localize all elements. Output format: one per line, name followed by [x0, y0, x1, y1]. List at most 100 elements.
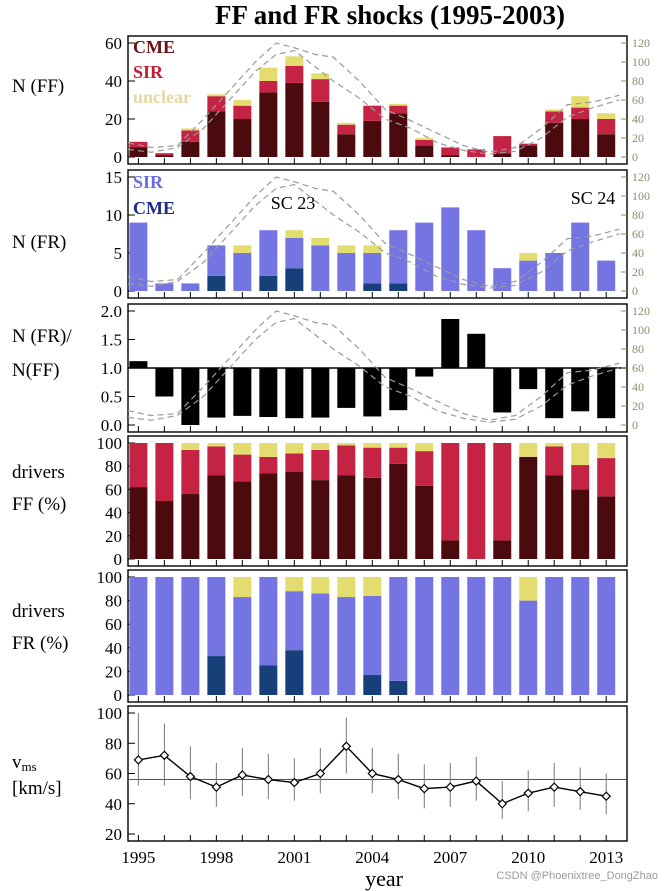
y-tick-label: 10: [105, 206, 122, 225]
bar-cme-2005: [389, 680, 408, 695]
bar-unclear-2013: [597, 113, 616, 119]
y-label-driversfr-2: FR (%): [12, 633, 68, 654]
bar-cme-2001: [285, 472, 304, 559]
bar-sir-2008: [467, 577, 486, 695]
panel-5: 0 20 40 60 80 100 drivers FR (%): [12, 568, 628, 705]
bar-sir-2007: [441, 577, 460, 695]
legend-CME: CME: [133, 37, 175, 57]
y-tick-label: 1.0: [101, 359, 122, 378]
y-tick-label: 60: [105, 765, 122, 784]
y-tick-label: 100: [97, 434, 123, 453]
bar-sir-1997: [181, 449, 200, 495]
bar-unclear-1998: [207, 443, 226, 447]
bar-sir-1999: [233, 105, 252, 119]
ratio-bar-2012: [571, 368, 590, 412]
sunspot-curve-lower: [127, 317, 620, 423]
bar-cme-2013: [597, 496, 616, 559]
bar-sir-1997: [181, 130, 200, 142]
vms-point-2007: [445, 782, 456, 792]
bar-sir-2005: [389, 230, 408, 284]
ratio-bar-2008: [467, 333, 486, 368]
bar-sir-2013: [597, 260, 616, 291]
bar-sir-2004: [363, 595, 382, 675]
y-tick-label: 100: [97, 568, 123, 587]
ratio-bar-2001: [285, 368, 304, 419]
vms-point-2003: [341, 741, 352, 752]
y-tick-label: 40: [105, 639, 122, 658]
bar-sir-1995: [129, 443, 148, 488]
bar-sir-2002: [311, 449, 330, 481]
bar-sir-2007: [441, 207, 460, 291]
bar-unclear-2001: [285, 577, 304, 592]
bar-cme-2001: [285, 268, 304, 291]
bar-unclear-2001: [285, 443, 304, 454]
ratio-bar-2013: [597, 368, 616, 419]
y-tick-label: 0: [114, 148, 123, 167]
y-tick-label: 0.0: [101, 416, 122, 435]
right-tick-label: 40: [632, 246, 644, 260]
x-tick-label-2010: 2010: [511, 848, 545, 867]
legend-unclear: unclear: [133, 87, 191, 107]
bar-cme-2005: [389, 463, 408, 559]
bar-sir-1995: [129, 222, 148, 291]
y-label-driversff-2: FF (%): [12, 494, 66, 515]
panel-4: 0 20 40 60 80 100 drivers FF (%): [12, 434, 628, 569]
x-tick-label-1998: 1998: [199, 848, 233, 867]
bar-unclear-2001: [285, 230, 304, 238]
bar-cme-2004: [363, 283, 382, 291]
bar-cme-2004: [363, 674, 382, 695]
bar-sir-2000: [259, 81, 278, 93]
bar-sir-2012: [571, 577, 590, 695]
ratio-bar-2006: [415, 368, 434, 377]
bar-sir-2009: [493, 443, 512, 541]
panel-frame: [127, 705, 628, 842]
bar-unclear-2004: [363, 443, 382, 448]
bar-sir-2001: [285, 237, 304, 269]
bar-sir-1997: [181, 283, 200, 291]
bar-cme-1998: [207, 656, 226, 695]
bar-unclear-2002: [311, 443, 330, 450]
right-tick-label: 100: [632, 55, 650, 69]
bar-sir-2010: [519, 600, 538, 695]
bar-unclear-2002: [311, 237, 330, 246]
bar-sir-2002: [311, 245, 330, 291]
bar-unclear-2004: [363, 577, 382, 596]
bar-sir-2005: [389, 577, 408, 681]
ratio-bar-1997: [181, 368, 200, 425]
ratio-bar-2010: [519, 368, 538, 390]
bar-cme-2002: [311, 480, 330, 559]
y-tick-label: 1.5: [101, 331, 122, 350]
bar-unclear-2005: [389, 443, 408, 448]
y-label-ratio-2: N(FF): [12, 360, 60, 381]
bar-sir-2004: [363, 253, 382, 284]
bar-sir-2003: [337, 445, 356, 476]
bar-sir-2012: [571, 222, 590, 291]
bar-cme-2001: [285, 82, 304, 157]
bar-cme-2000: [259, 92, 278, 157]
bar-cme-1996: [155, 501, 174, 559]
vms-point-2000: [263, 774, 274, 785]
y-tick-label: 15: [105, 168, 122, 187]
y-label-vms: vms: [12, 752, 37, 774]
legend-CME: CME: [133, 198, 175, 218]
vms-point-2011: [549, 782, 560, 792]
vms-point-2010: [523, 788, 534, 799]
bar-sir-1996: [155, 577, 174, 695]
y-tick-label: 20: [105, 527, 122, 546]
vms-point-1997: [185, 771, 196, 782]
bar-cme-2009: [493, 540, 512, 559]
ratio-bar-1996: [155, 368, 174, 397]
ratio-bar-1995: [129, 361, 148, 368]
bar-sir-1997: [181, 577, 200, 695]
sunspot-overlay-panel-3: 0 20 40 60 80 100 120: [127, 304, 650, 432]
annotation-sc23: SC 23: [271, 193, 316, 213]
y-label-nff: N (FF): [12, 76, 64, 97]
bar-sir-2005: [389, 105, 408, 114]
bar-cme-1997: [181, 494, 200, 559]
bar-cme-2007: [441, 540, 460, 559]
bar-sir-2003: [337, 253, 356, 291]
bar-cme-2001: [285, 650, 304, 695]
bar-cme-1997: [181, 141, 200, 157]
